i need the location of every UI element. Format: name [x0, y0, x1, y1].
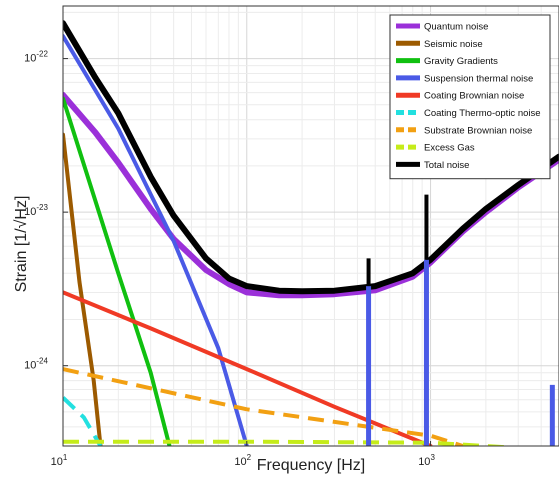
axes-frame	[62, 5, 559, 447]
legend-label-total-noise: Total noise	[424, 160, 469, 171]
plot-frame	[62, 5, 559, 447]
series-line-coating-thermo-optic-noise	[63, 396, 103, 446]
y-tick-label: 10-24	[24, 357, 48, 372]
x-tick-label: 101	[51, 453, 68, 468]
legend-label-excess-gas: Excess Gas	[424, 143, 475, 154]
legend-label-coating-thermo-optic-noise: Coating Thermo-optic noise	[424, 108, 541, 119]
legend-label-gravity-gradients: Gravity Gradients	[424, 56, 498, 67]
legend: Quantum noise Seismic noise Gravity Gradie…	[389, 14, 551, 180]
legend-label-coating-brownian-noise: Coating Brownian noise	[424, 91, 524, 102]
series-line-seismic-noise	[63, 132, 103, 446]
legend-label-substrate-brownian-noise: Substrate Brownian noise	[424, 125, 532, 136]
series-layer	[63, 20, 559, 446]
tick-labels: 101 102 103 10-24 10-23 10-22	[24, 50, 435, 468]
x-axis-title: Frequency [Hz]	[257, 457, 365, 474]
y-axis-title: Strain [1/√Hz]	[13, 196, 30, 293]
legend-label-suspension-thermal-noise: Suspension thermal noise	[424, 73, 533, 84]
series-line-suspension-thermal-noise	[63, 34, 249, 446]
legend-label-quantum-noise: Quantum noise	[424, 22, 488, 33]
x-tick-label: 103	[418, 453, 435, 468]
legend-label-seismic-noise: Seismic noise	[424, 39, 483, 50]
x-tick-label: 102	[234, 453, 251, 468]
y-tick-label: 10-23	[24, 203, 48, 218]
series-line-substrate-brownian-noise	[63, 367, 464, 446]
y-tick-label: 10-22	[24, 50, 48, 65]
series-line-total-noise	[63, 20, 559, 295]
